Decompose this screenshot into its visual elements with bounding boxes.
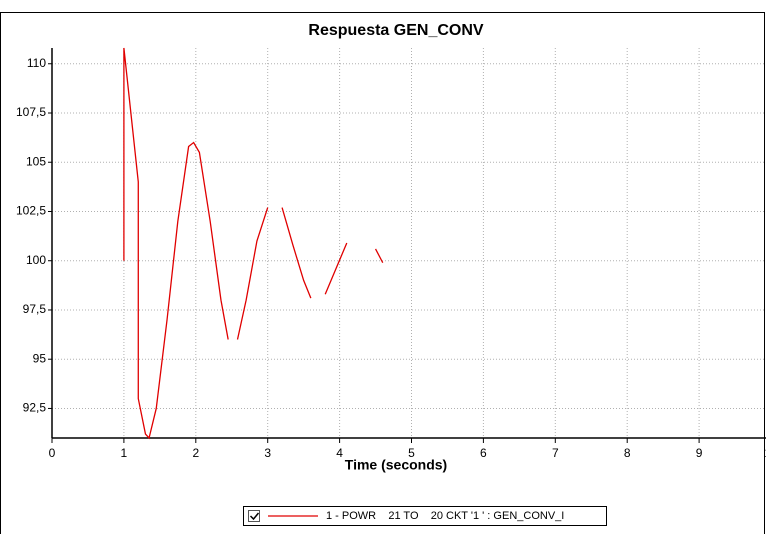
y-tick-label: 95: [33, 351, 47, 365]
y-tick-label: 102,5: [16, 204, 46, 218]
legend-label: 1 - POWR 21 TO 20 CKT '1 ' : GEN_CONV_I: [326, 510, 564, 522]
x-tick-label: 0: [49, 446, 56, 460]
x-tick-label: 4: [336, 446, 343, 460]
x-tick-label: 10: [764, 446, 766, 460]
data-line: [123, 47, 384, 440]
x-tick-label: 5: [408, 446, 415, 460]
frame: [0, 12, 765, 534]
y-tick-label: 92,5: [23, 401, 47, 415]
checkmark: [249, 512, 260, 521]
chart-title: Respuesta GEN_CONV: [308, 22, 483, 39]
y-tick-label: 107,5: [16, 105, 46, 119]
x-tick-label: 8: [624, 446, 631, 460]
x-tick-label: 1: [121, 446, 128, 460]
y-tick-label: 97,5: [23, 302, 47, 316]
legend-checkbox[interactable]: [248, 510, 260, 522]
x-tick-label: 3: [264, 446, 271, 460]
x-tick-label: 7: [552, 446, 559, 460]
x-tick-label: 2: [192, 446, 199, 460]
x-axis-label: Time (seconds): [345, 457, 447, 473]
legend-box: [243, 506, 607, 526]
y-tick-label: 100: [26, 253, 46, 267]
x-tick-label: 9: [696, 446, 703, 460]
y-tick-label: 105: [26, 154, 46, 168]
y-tick-label: 110: [27, 56, 46, 70]
x-tick-label: 6: [480, 446, 487, 460]
